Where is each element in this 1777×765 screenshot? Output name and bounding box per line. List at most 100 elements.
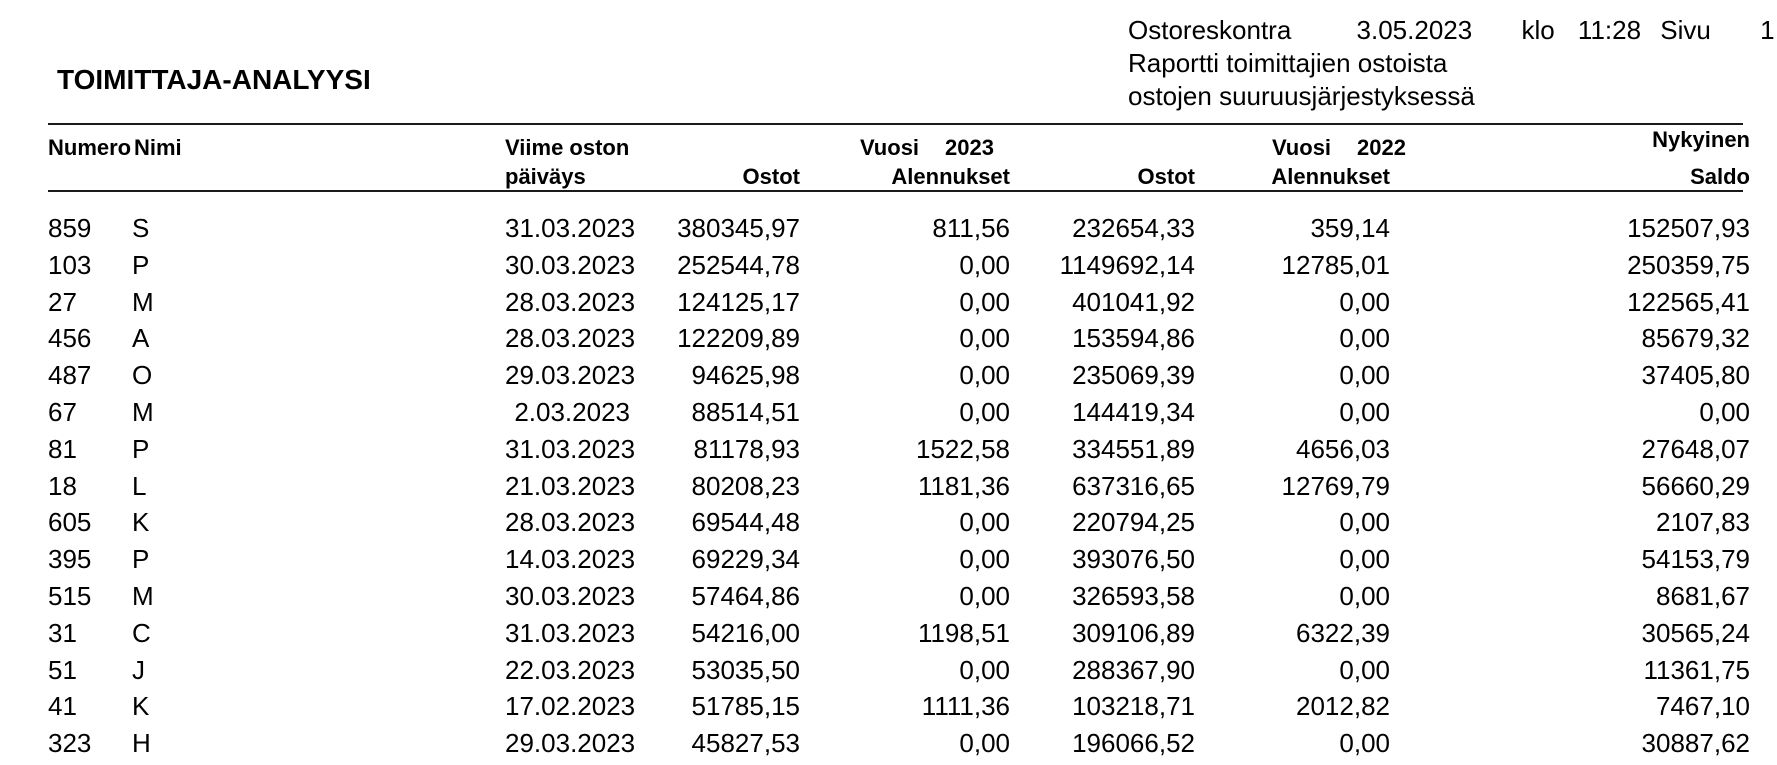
cell-saldo: 122565,41: [1627, 286, 1750, 317]
cell-ostot-2022: 232654,33: [1072, 213, 1195, 243]
table-row: 515 M 30.03.2023 57464,86 0,00 326593,58…: [48, 578, 1750, 615]
cell-saldo: 30887,62: [1641, 728, 1750, 759]
cell-paivays: 31.03.2023: [505, 433, 636, 464]
cell-paivays: 17.02.2023: [505, 691, 636, 722]
cell-saldo: 250359,75: [1627, 249, 1750, 280]
cell-ostot-2023: 45827,53: [691, 728, 800, 759]
cell-alennukset-2022: 0,00: [1339, 654, 1390, 685]
cell-ostot-2023: 57464,86: [691, 580, 800, 611]
cell-saldo: 8681,67: [1656, 580, 1750, 611]
cell-numero: 41: [48, 691, 77, 722]
cell-ostot-2022: 637316,65: [1072, 470, 1195, 501]
table-header-row-1: Numero Nimi Viime oston Vuosi 2023 Vuosi 2…: [48, 128, 1750, 160]
report-subtitle-2: ostojen suuruusjärjestyksessä: [1128, 81, 1475, 111]
cell-numero: 487: [48, 360, 92, 391]
table-row: 31 C 31.03.2023 54216,00 1198,51 309106,…: [48, 615, 1750, 652]
cell-numero: 515: [48, 580, 92, 611]
cell-alennukset-2022: 0,00: [1339, 544, 1390, 575]
report-date: 3.05.2023: [1356, 15, 1473, 45]
table-header-row-2: päiväys Ostot Alennukset Ostot Alennukse…: [48, 159, 1750, 188]
cell-alennukset-2022: 12769,79: [1281, 470, 1390, 501]
col-header-numero: Numero: [48, 135, 132, 160]
table-row: 605 K 28.03.2023 69544,48 0,00 220794,25…: [48, 504, 1750, 541]
table-row: 67 M 2.03.2023 88514,51 0,00 144419,34 0…: [48, 394, 1750, 431]
table-body: 859 S 31.03.2023 380345,97 811,56 232654…: [48, 210, 1750, 762]
cell-alennukset-2023: 0,00: [959, 654, 1010, 685]
cell-ostot-2022: 288367,90: [1072, 654, 1195, 685]
table-row: 27 M 28.03.2023 124125,17 0,00 401041,92…: [48, 284, 1750, 321]
cell-ostot-2023: 81178,93: [693, 433, 800, 464]
page-title: TOIMITTAJA-ANALYYSI: [57, 64, 371, 95]
page-label: Sivu: [1660, 15, 1711, 45]
cell-alennukset-2023: 1522,58: [916, 433, 1010, 464]
cell-ostot-2023: 69544,48: [691, 507, 800, 538]
cell-alennukset-2023: 0,00: [959, 396, 1010, 427]
cell-numero: 323: [48, 728, 92, 759]
vuosi-2023-year: 2023: [945, 135, 994, 160]
table-row: 18 L 21.03.2023 80208,23 1181,36 637316,…: [48, 468, 1750, 505]
cell-saldo: 152507,93: [1627, 213, 1750, 243]
col-header-ostot-2023: Ostot: [742, 164, 800, 189]
header-rule: [48, 190, 1743, 192]
cell-alennukset-2023: 1111,36: [921, 691, 1010, 722]
cell-alennukset-2023: 0,00: [959, 323, 1010, 354]
cell-alennukset-2023: 0,00: [959, 544, 1010, 575]
cell-alennukset-2022: 2012,82: [1296, 691, 1390, 722]
cell-nimi: L: [132, 470, 147, 501]
cell-ostot-2022: 1149692,14: [1059, 249, 1195, 280]
cell-nimi: P: [132, 433, 150, 464]
meta-line-1: Ostoreskontra 3.05.2023 klo 11:28 Sivu 1: [1128, 14, 1775, 47]
cell-ostot-2023: 69229,34: [691, 544, 800, 575]
cell-numero: 456: [48, 323, 92, 354]
cell-numero: 605: [48, 507, 92, 538]
col-header-nimi: Nimi: [134, 135, 182, 160]
cell-numero: 395: [48, 544, 92, 575]
cell-ostot-2023: 54216,00: [691, 617, 800, 648]
cell-alennukset-2023: 0,00: [959, 286, 1010, 317]
cell-ostot-2022: 393076,50: [1072, 544, 1195, 575]
cell-nimi: P: [132, 249, 150, 280]
cell-ostot-2022: 103218,71: [1072, 691, 1195, 722]
cell-ostot-2022: 401041,92: [1072, 286, 1195, 317]
cell-ostot-2023: 124125,17: [677, 286, 800, 317]
col-header-ostot-2022: Ostot: [1137, 164, 1195, 189]
col-header-saldo: Saldo: [1690, 164, 1750, 189]
cell-ostot-2022: 220794,25: [1072, 507, 1195, 538]
cell-alennukset-2023: 1198,51: [917, 617, 1010, 648]
vuosi-2022-label: Vuosi: [1271, 135, 1332, 160]
cell-paivays: 29.03.2023: [505, 360, 636, 391]
table-row: 323 H 29.03.2023 45827,53 0,00 196066,52…: [48, 725, 1750, 762]
cell-ostot-2023: 252544,78: [677, 249, 800, 280]
cell-alennukset-2022: 0,00: [1339, 507, 1390, 538]
cell-alennukset-2022: 12785,01: [1281, 249, 1390, 280]
cell-numero: 859: [48, 213, 92, 243]
cell-nimi: K: [132, 507, 150, 538]
cell-numero: 103: [48, 249, 92, 280]
cell-ostot-2022: 144419,34: [1072, 396, 1195, 427]
cell-saldo: 37405,80: [1641, 360, 1750, 391]
cell-alennukset-2022: 359,14: [1310, 213, 1390, 243]
cell-ostot-2022: 196066,52: [1072, 728, 1195, 759]
cell-ostot-2022: 235069,39: [1072, 360, 1195, 391]
vuosi-2022-year: 2022: [1357, 135, 1406, 160]
cell-numero: 27: [48, 286, 77, 317]
col-header-nykyinen: Nykyinen: [1652, 127, 1750, 152]
col-group-vuosi-2022: Vuosi 2022: [1010, 136, 1406, 159]
cell-alennukset-2023: 0,00: [959, 580, 1010, 611]
table-header: Numero Nimi Viime oston Vuosi 2023 Vuosi 2…: [48, 128, 1750, 188]
page-number: 1: [1760, 15, 1775, 45]
report-meta: Ostoreskontra 3.05.2023 klo 11:28 Sivu 1…: [1128, 14, 1775, 113]
cell-numero: 18: [48, 470, 77, 501]
app-name: Ostoreskontra: [1128, 15, 1292, 45]
table-row: 859 S 31.03.2023 380345,97 811,56 232654…: [48, 210, 1750, 247]
table-row: 487 O 29.03.2023 94625,98 0,00 235069,39…: [48, 357, 1750, 394]
cell-alennukset-2022: 4656,03: [1296, 433, 1390, 464]
cell-ostot-2023: 53035,50: [691, 654, 800, 685]
cell-nimi: C: [132, 617, 151, 648]
cell-alennukset-2023: 0,00: [959, 507, 1010, 538]
cell-alennukset-2023: 0,00: [959, 360, 1010, 391]
report-time: 11:28: [1577, 15, 1642, 45]
cell-nimi: A: [132, 323, 150, 354]
cell-saldo: 85679,32: [1641, 323, 1750, 354]
cell-alennukset-2023: 0,00: [959, 728, 1010, 759]
